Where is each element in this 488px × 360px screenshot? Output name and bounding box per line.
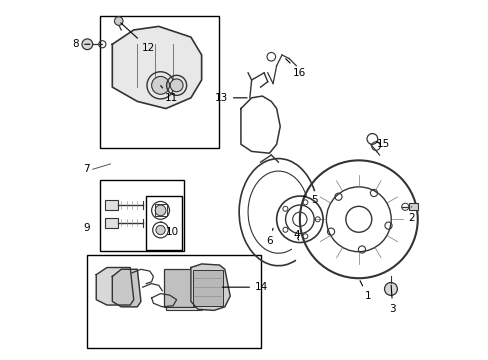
- Text: 9: 9: [83, 223, 90, 233]
- Text: 15: 15: [376, 139, 389, 149]
- Bar: [105, 217, 118, 228]
- Polygon shape: [112, 269, 141, 307]
- Bar: [100, 180, 183, 251]
- Polygon shape: [190, 264, 230, 310]
- Text: 8: 8: [72, 39, 90, 49]
- Bar: [146, 196, 182, 249]
- Bar: [192, 270, 223, 306]
- Text: 16: 16: [285, 59, 306, 78]
- Polygon shape: [112, 26, 201, 109]
- Bar: [165, 307, 201, 310]
- Text: 13: 13: [214, 93, 246, 103]
- Text: 3: 3: [388, 285, 395, 314]
- Circle shape: [151, 76, 169, 94]
- Bar: [100, 16, 219, 148]
- Text: 10: 10: [161, 222, 179, 237]
- Text: 1: 1: [359, 281, 370, 301]
- Text: 6: 6: [265, 228, 272, 246]
- Bar: [408, 203, 417, 210]
- Circle shape: [155, 205, 165, 216]
- Circle shape: [384, 283, 397, 296]
- Bar: [105, 200, 118, 210]
- Bar: [87, 255, 260, 348]
- Circle shape: [114, 17, 123, 25]
- Text: 12: 12: [121, 23, 154, 53]
- Polygon shape: [96, 267, 134, 305]
- Circle shape: [170, 79, 183, 92]
- Text: 2: 2: [407, 207, 414, 222]
- Bar: [155, 204, 166, 216]
- Bar: [164, 269, 200, 307]
- Text: 4: 4: [292, 230, 299, 240]
- Circle shape: [82, 39, 93, 50]
- Text: 11: 11: [160, 86, 178, 103]
- Circle shape: [156, 225, 165, 235]
- Text: 5: 5: [303, 195, 317, 204]
- Text: 14: 14: [222, 282, 268, 292]
- Text: 7: 7: [83, 164, 90, 174]
